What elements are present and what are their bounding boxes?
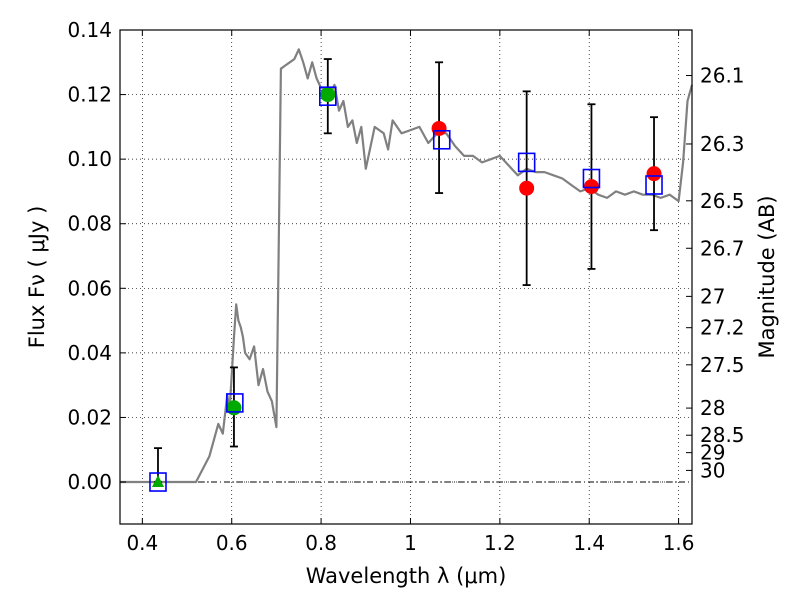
series-layer xyxy=(120,48,694,492)
model-photometry-point xyxy=(582,168,601,189)
y-tick-label: 0.14 xyxy=(67,18,112,42)
upper-limit-marker xyxy=(151,475,164,488)
y2-tick-label: 30 xyxy=(700,458,725,482)
data-point xyxy=(519,180,535,196)
ticks: 0.4 0.6 0.8 1 1.2 1.4 1.6 0.00 0.02 0.04 0.06 0.08 0… xyxy=(67,18,744,555)
data-point xyxy=(320,87,336,103)
y-tick-label: 0.00 xyxy=(67,470,112,494)
model-photometry-point xyxy=(149,472,167,492)
y-tick-label: 0.10 xyxy=(67,147,112,171)
y2-axis-label: Magnitude (AB) xyxy=(755,195,779,358)
y2-tick-label: 28 xyxy=(700,396,725,420)
y-tick-label: 0.02 xyxy=(67,405,112,429)
y2-tick-label: 27.5 xyxy=(700,353,745,377)
y2-tick-label: 26.5 xyxy=(700,189,745,213)
plot-frame xyxy=(119,29,693,525)
model-photometry-point xyxy=(645,175,663,195)
y2-tick-label: 27 xyxy=(700,284,725,308)
y-tick-label: 0.04 xyxy=(67,341,112,365)
y2-tick-label: 26.3 xyxy=(700,132,745,156)
y2-tick-label: 28.5 xyxy=(700,423,745,447)
y-tick-label: 0.06 xyxy=(67,276,112,300)
data-point xyxy=(431,120,447,136)
y2-tick-label: 29 xyxy=(700,441,725,465)
model-photometry-point xyxy=(517,152,536,173)
x-tick-label: 1 xyxy=(404,531,417,555)
x-tick-label: 0.4 xyxy=(126,531,158,555)
data-point xyxy=(226,400,242,416)
y2-tick-label: 26.1 xyxy=(700,64,745,88)
x-tick-label: 0.8 xyxy=(305,531,337,555)
x-tick-label: 1.6 xyxy=(663,531,695,555)
x-tick-label: 0.6 xyxy=(216,531,248,555)
data-point xyxy=(646,166,662,182)
model-photometry-point xyxy=(432,129,451,150)
y2-tick-label: 26.7 xyxy=(700,236,745,260)
x-tick-label: 1.2 xyxy=(484,531,516,555)
x-tick-label: 1.4 xyxy=(573,531,605,555)
y-tick-label: 0.08 xyxy=(67,212,112,236)
data-point xyxy=(583,179,599,195)
y2-tick-label: 27.2 xyxy=(700,316,745,340)
model-photometry-point xyxy=(318,86,337,106)
x-axis-label: Wavelength λ (μm) xyxy=(306,564,507,588)
y-axis-label: Flux Fν ( μJy ) xyxy=(25,206,49,349)
y-tick-label: 0.12 xyxy=(67,83,112,107)
model-photometry-point xyxy=(226,393,244,413)
